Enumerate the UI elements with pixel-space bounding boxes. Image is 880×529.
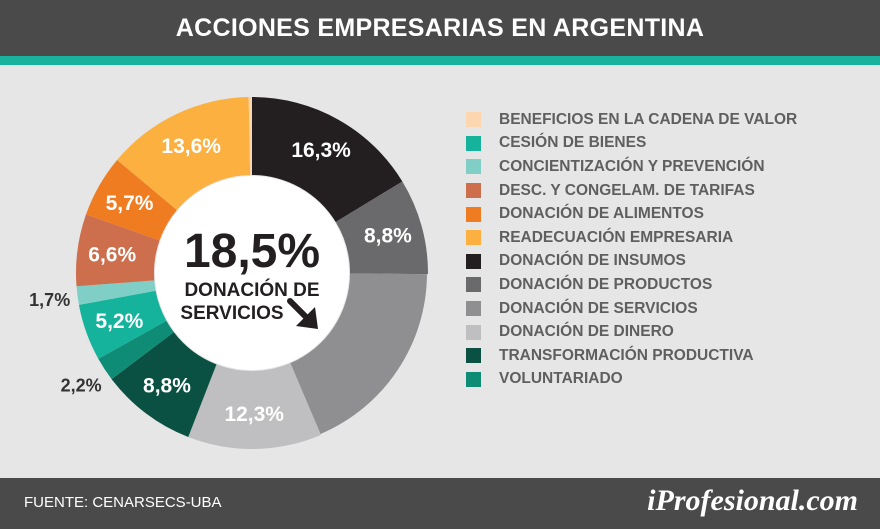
legend-label: DONACIÓN DE INSUMOS: [499, 252, 686, 270]
legend-item: DONACIÓN DE DINERO: [466, 320, 797, 344]
chart-title: ACCIONES EMPRESARIAS EN ARGENTINA: [175, 13, 705, 42]
accent-bar: [0, 56, 880, 65]
legend-item: CONCIENTIZACIÓN Y PREVENCIÓN: [466, 155, 797, 179]
brand-logo: iProfesional.com: [647, 484, 858, 517]
legend-item: DONACIÓN DE SERVICIOS: [466, 297, 797, 321]
legend-swatch: [466, 301, 481, 317]
legend-item: TRANSFORMACIÓN PRODUCTIVA: [466, 344, 797, 368]
slice-label: 2,2%: [61, 375, 102, 395]
slice-label: 8,8%: [364, 224, 412, 247]
slice-label: 6,6%: [88, 243, 136, 266]
slice-label: 16,3%: [291, 139, 351, 162]
donut-slice: [335, 181, 428, 275]
donut-slice: [76, 280, 156, 305]
legend-label: DONACIÓN DE ALIMENTOS: [499, 205, 704, 223]
donut-slice: [252, 97, 403, 223]
slice-label: 1,7%: [29, 290, 70, 310]
donut-slice: [248, 97, 252, 176]
legend-swatch: [466, 183, 481, 199]
legend-label: BENEFICIOS EN LA CADENA DE VALOR: [499, 110, 798, 128]
legend-label: READECUACIÓN EMPRESARIA: [499, 228, 734, 246]
legend-swatch: [466, 230, 481, 246]
legend-swatch: [466, 277, 481, 293]
legend-swatch: [466, 324, 481, 340]
chart-legend: BENEFICIOS EN LA CADENA DE VALOR CESIÓN D…: [466, 108, 797, 391]
legend-swatch: [466, 135, 481, 151]
legend-label: DONACIÓN DE SERVICIOS: [499, 299, 698, 317]
donut-chart: 16,3% 8,8% 12,3% 8,8% 2,2% 5,2% 1,7% 6,6% 5,7% 13…: [29, 97, 428, 450]
legend-label: CONCIENTIZACIÓN Y PREVENCIÓN: [499, 157, 765, 175]
donut-slice: [78, 290, 167, 359]
center-label-line1: DONACIÓN DE: [184, 279, 319, 301]
legend-item: DONACIÓN DE ALIMENTOS: [466, 202, 797, 226]
donut-slice: [86, 159, 177, 241]
legend-label: CESIÓN DE BIENES: [499, 134, 647, 152]
legend-label: DONACIÓN DE PRODUCTOS: [499, 275, 713, 293]
donut-slice: [290, 273, 427, 435]
legend-label: DONACIÓN DE DINERO: [499, 323, 674, 341]
legend-swatch: [466, 348, 481, 364]
legend-swatch: [466, 159, 481, 175]
legend-item: DONACIÓN DE PRODUCTOS: [466, 273, 797, 297]
title-bar: ACCIONES EMPRESARIAS EN ARGENTINA: [0, 0, 880, 56]
donut-slice: [111, 332, 217, 438]
slice-label: 12,3%: [224, 403, 284, 426]
legend-label: DESC. Y CONGELAM. DE TARIFAS: [499, 181, 755, 199]
legend-item: CESIÓN DE BIENES: [466, 132, 797, 156]
legend-item: DONACIÓN DE INSUMOS: [466, 250, 797, 274]
legend-item: BENEFICIOS EN LA CADENA DE VALOR: [466, 108, 797, 132]
legend-swatch: [466, 112, 481, 128]
slice-label: 5,2%: [95, 310, 143, 333]
legend-item: READECUACIÓN EMPRESARIA: [466, 226, 797, 250]
footer: FUENTE: CENARSECS-UBA iProfesional.com: [0, 478, 880, 529]
legend-swatch: [466, 253, 481, 269]
legend-label: VOLUNTARIADO: [499, 370, 623, 388]
donut-slice: [188, 363, 321, 450]
legend-item: VOLUNTARIADO: [466, 368, 797, 392]
slice-label: 8,8%: [143, 374, 191, 397]
legend-label: TRANSFORMACIÓN PRODUCTIVA: [499, 346, 754, 364]
center-label-line2: SERVICIOS: [180, 303, 283, 324]
legend-item: DESC. Y CONGELAM. DE TARIFAS: [466, 179, 797, 203]
arrow-down-right-icon: [287, 298, 318, 329]
source-note: FUENTE: CENARSECS-UBA: [24, 494, 222, 511]
donut-slice: [75, 214, 160, 287]
slice-label: 5,7%: [106, 192, 154, 215]
legend-swatch: [466, 206, 481, 222]
slice-label: 13,6%: [161, 135, 221, 158]
donut-slice: [117, 97, 251, 211]
donut-slice: [98, 320, 174, 380]
legend-swatch: [466, 371, 481, 387]
center-value: 18,5%: [184, 225, 320, 278]
